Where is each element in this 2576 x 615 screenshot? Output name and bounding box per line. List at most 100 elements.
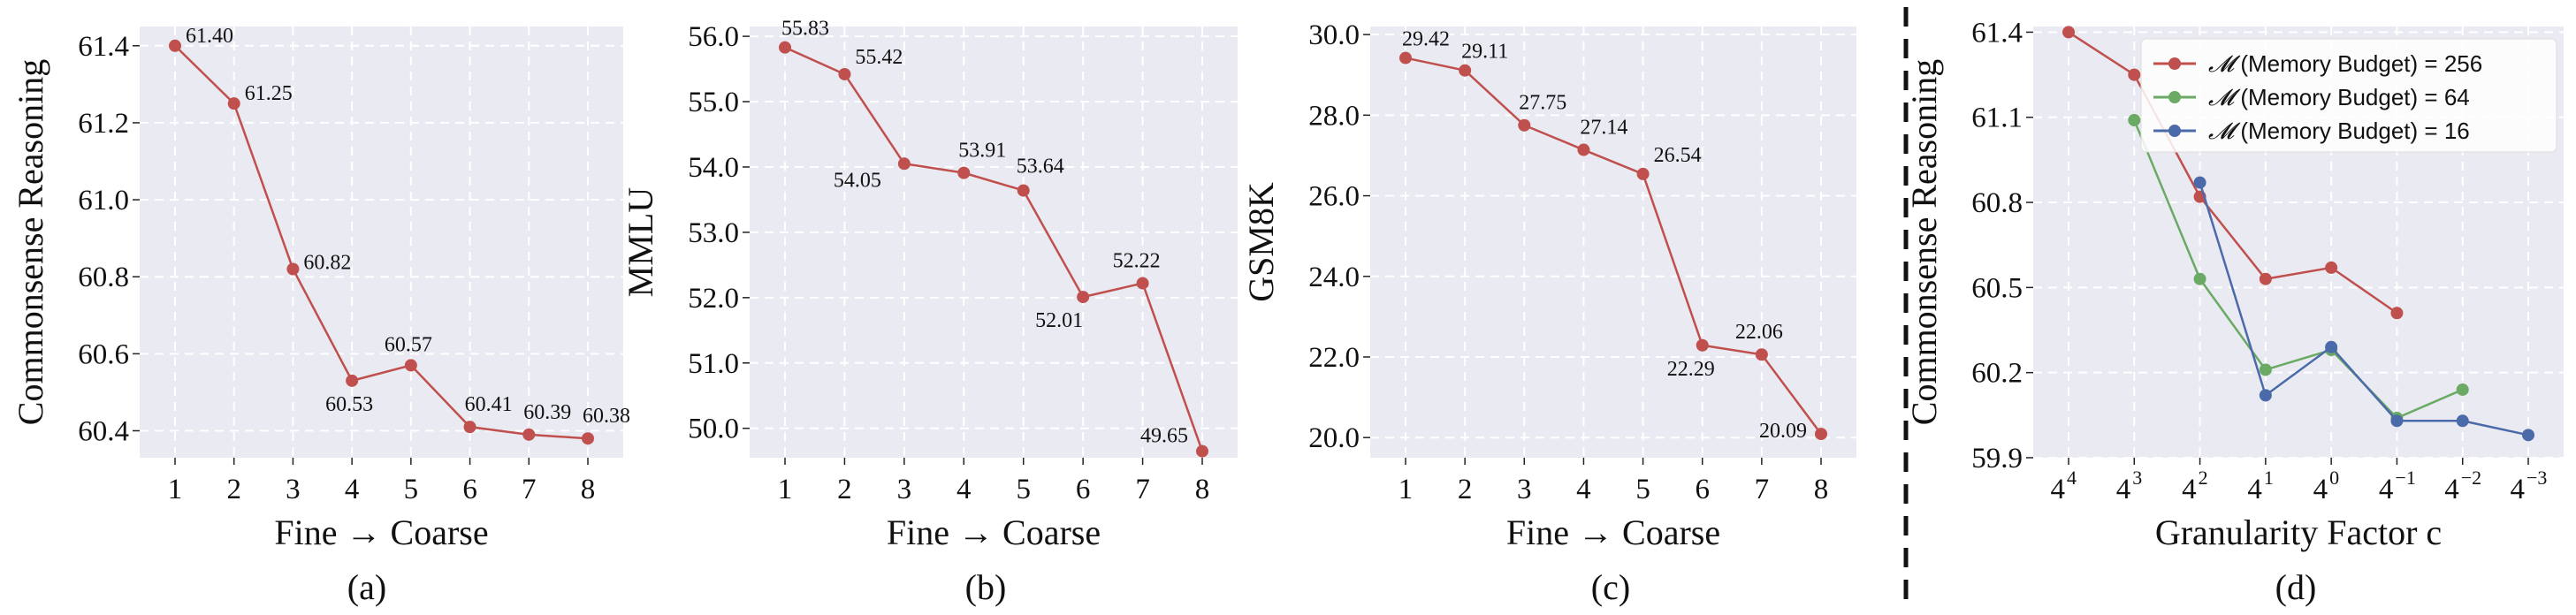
data-point (286, 262, 300, 276)
y-tick-label: 24.0 (1308, 262, 1360, 293)
legend-swatch-marker (2168, 57, 2181, 70)
series-line (2199, 182, 2529, 437)
y-tick-label: 61.4 (78, 31, 129, 63)
x-tick-label: 2 (1458, 474, 1473, 505)
y-axis-title: Commonsense Reasoning (1904, 59, 1944, 425)
x-tick-label: 4 (2379, 474, 2394, 505)
data-label: 55.83 (781, 18, 829, 41)
data-point (2193, 176, 2206, 189)
legend-text: (Memory Budget) = 64 (2234, 84, 2470, 110)
chart-panel-c: 20.0 22.0 24.0 26.0 28.0 30.0 1 2 3 4 5 6 7 8 Fine → C… (1241, 19, 1856, 607)
x-tick-label: 2 (837, 474, 852, 505)
x-tick-exponent: −3 (2526, 467, 2547, 489)
data-label: 61.25 (245, 82, 293, 105)
y-tick-label: 30.0 (1308, 19, 1360, 51)
plot-area (750, 27, 1238, 458)
data-point (2259, 389, 2272, 402)
data-point (2456, 383, 2469, 396)
y-tick-label: 28.0 (1308, 100, 1360, 132)
y-axis-title: MMLU (621, 187, 660, 298)
y-tick-label: 60.8 (78, 262, 129, 293)
data-point (404, 359, 417, 372)
data-point (169, 39, 181, 52)
x-tick-label: 1 (168, 474, 183, 505)
y-tick-label: 61.2 (78, 108, 129, 140)
legend-swatch-marker (2168, 125, 2181, 137)
y-tick-label: 60.2 (1971, 358, 2023, 390)
x-tick-label: 4 (2313, 474, 2328, 505)
data-point (1696, 338, 1709, 352)
chart-panel-a: 60.4 60.6 60.8 61.0 61.2 61.4 1 2 3 4 5 6 7 8 Fine → C… (11, 25, 630, 607)
x-tick-exponent: 0 (2329, 467, 2339, 489)
data-point (1459, 64, 1472, 77)
data-label: 29.11 (1461, 41, 1508, 64)
x-axis-title: Granularity Factor c (2155, 512, 2442, 552)
y-tick-label: 53.0 (688, 217, 739, 249)
y-tick-label: 60.4 (78, 416, 129, 448)
data-point (1518, 118, 1531, 132)
x-tick-exponent: −2 (2461, 467, 2481, 489)
data-point (463, 421, 476, 434)
x-tick-label: 4 (956, 474, 972, 505)
data-label: 60.53 (325, 393, 373, 416)
legend-text: (Memory Budget) = 256 (2234, 50, 2482, 77)
data-label: 27.14 (1580, 117, 1627, 140)
data-point (838, 67, 851, 80)
data-label: 22.29 (1667, 358, 1715, 381)
y-tick-label: 20.0 (1308, 422, 1360, 454)
x-tick-label: 7 (1135, 474, 1150, 505)
x-tick-label: 7 (1755, 474, 1770, 505)
legend-label: 𝓜 (Memory Budget) = 256 (2208, 50, 2482, 77)
data-point (957, 166, 971, 179)
data-point (582, 432, 594, 445)
data-point (2325, 340, 2338, 353)
panel-caption: (d) (2275, 567, 2317, 607)
data-label: 60.57 (385, 333, 432, 356)
y-tick-label: 61.4 (1971, 17, 2023, 49)
y-tick-label: 60.5 (1971, 272, 2023, 304)
x-axis-title: Fine → Coarse (274, 512, 488, 552)
y-tick-label: 50.0 (688, 414, 739, 445)
data-label: 20.09 (1759, 420, 1807, 443)
y-tick-label: 56.0 (688, 21, 739, 53)
y-tick-label: 60.6 (78, 338, 129, 370)
data-point (1636, 167, 1650, 180)
x-tick-exponent: −1 (2395, 467, 2415, 489)
x-tick-label: 2 (226, 474, 241, 505)
x-tick-label: 3 (897, 474, 912, 505)
x-tick-label: 3 (1517, 474, 1532, 505)
panel-caption: (a) (347, 567, 386, 607)
data-label: 52.22 (1113, 250, 1161, 273)
data-point (2259, 363, 2272, 376)
data-label: 60.41 (465, 393, 513, 416)
data-point (2390, 307, 2404, 320)
y-tick-label: 54.0 (688, 152, 739, 184)
y-tick-label: 52.0 (688, 283, 739, 315)
data-point (2062, 26, 2075, 39)
x-tick-label: 8 (1195, 474, 1210, 505)
y-tick-label: 59.9 (1971, 443, 2023, 475)
legend: 𝓜 (Memory Budget) = 256 𝓜 (Memory Budget)… (2140, 38, 2557, 153)
x-tick-label: 1 (1399, 474, 1414, 505)
y-tick-label: 60.8 (1971, 187, 2023, 219)
data-label: 53.64 (1017, 156, 1064, 178)
series-line (174, 44, 589, 440)
data-label: 29.42 (1402, 28, 1450, 51)
series-line (2133, 119, 2464, 420)
x-tick-exponent: 2 (2199, 467, 2208, 489)
data-point (346, 374, 359, 387)
y-tick-label: 51.0 (688, 348, 739, 380)
data-point (2522, 429, 2534, 442)
series-line (2068, 31, 2398, 315)
x-tick-label: 4 (1576, 474, 1591, 505)
data-point (1077, 291, 1090, 304)
legend-box (2140, 38, 2557, 153)
x-tick-label: 4 (2444, 474, 2459, 505)
data-label: 52.01 (1035, 309, 1083, 332)
data-point (779, 41, 791, 54)
x-tick-label: 8 (581, 474, 596, 505)
x-tick-label: 8 (1814, 474, 1829, 505)
plot-area (1370, 27, 1856, 458)
plot-area (140, 27, 623, 458)
data-point (2128, 68, 2141, 81)
